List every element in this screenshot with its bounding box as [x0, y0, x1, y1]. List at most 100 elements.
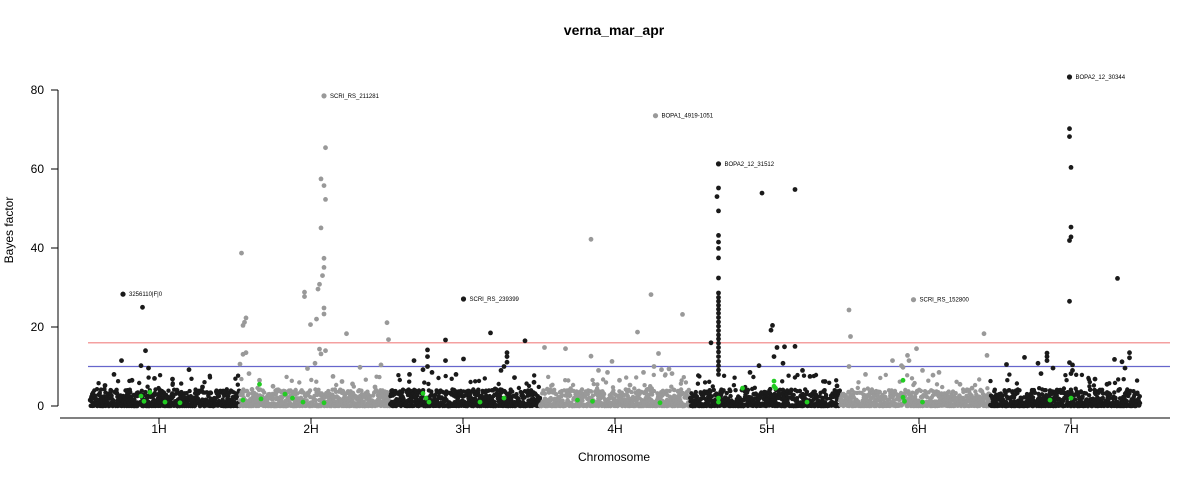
data-point	[270, 383, 276, 389]
background-point	[313, 398, 318, 403]
background-point	[827, 380, 832, 385]
data-point	[225, 393, 231, 399]
background-point	[1007, 372, 1012, 377]
annotation-label: SCRI_RS_239399	[470, 297, 520, 303]
x-tick-label: 7H	[1063, 422, 1078, 436]
background-point	[580, 398, 585, 403]
annotated-point	[1066, 74, 1073, 80]
data-point	[1070, 362, 1075, 368]
data-point	[237, 361, 243, 367]
annotations: 3256110|F|0SCRI_RS_211281SCRI_RS_239399B…	[120, 74, 1126, 304]
highlighted-point	[426, 399, 432, 405]
background-point	[681, 375, 686, 380]
data-point	[461, 356, 466, 362]
highlighted-point	[657, 400, 663, 406]
background-point	[532, 373, 537, 378]
data-point	[1067, 238, 1072, 243]
background-point	[1091, 383, 1097, 388]
data-point	[780, 360, 786, 366]
data-point	[1067, 134, 1072, 140]
data-point	[240, 351, 246, 357]
data-point	[1035, 360, 1041, 366]
background-point	[115, 379, 121, 384]
background-point	[422, 380, 427, 385]
background-point	[415, 393, 420, 398]
background-point	[1086, 393, 1092, 398]
background-point	[695, 381, 701, 386]
background-point	[1043, 388, 1048, 393]
data-point	[669, 371, 675, 376]
data-point	[969, 385, 975, 391]
annotated-point	[120, 291, 126, 297]
data-point	[747, 370, 753, 375]
data-point	[321, 265, 327, 270]
background-point	[98, 394, 103, 399]
background-point	[791, 392, 796, 398]
data-point	[501, 364, 507, 369]
background-point	[804, 389, 810, 394]
background-point	[510, 389, 515, 394]
background-point	[629, 389, 634, 395]
background-point	[443, 373, 448, 379]
background-point	[752, 385, 757, 390]
data-point	[1068, 371, 1074, 376]
background-point	[595, 382, 600, 387]
background-point	[751, 374, 756, 380]
highlighted-point	[282, 391, 288, 397]
background-point	[359, 388, 364, 393]
background-point	[918, 388, 924, 394]
data-point	[716, 328, 721, 333]
data-point	[323, 197, 328, 202]
data-point	[627, 382, 633, 388]
background-point	[1079, 372, 1085, 378]
data-point	[129, 377, 135, 383]
background-point	[985, 386, 990, 391]
y-tick-label: 20	[31, 320, 45, 334]
data-point	[981, 331, 987, 337]
background-point	[455, 396, 461, 401]
background-point	[559, 392, 565, 398]
background-point	[834, 378, 839, 383]
background-point	[476, 378, 482, 384]
data-point	[443, 358, 448, 363]
background-point	[472, 396, 478, 401]
data-point	[635, 329, 640, 335]
background-point	[837, 388, 842, 393]
data-point	[498, 368, 504, 373]
background-point	[546, 374, 551, 380]
data-point	[609, 359, 615, 364]
background-point	[642, 383, 647, 388]
data-point	[215, 391, 220, 396]
data-point	[596, 368, 601, 373]
background-point	[367, 395, 372, 400]
data-point	[846, 307, 852, 313]
highlighted-point	[902, 398, 907, 404]
data-point	[930, 372, 936, 378]
background-point	[667, 388, 672, 394]
background-point	[909, 376, 915, 381]
highlighted-point	[257, 381, 262, 387]
background-point	[588, 389, 594, 394]
background-point	[882, 390, 888, 395]
x-tick-label: 2H	[303, 422, 318, 436]
x-axis-label: Chromosome	[578, 450, 650, 464]
background-point	[590, 377, 595, 383]
data-point	[1004, 362, 1009, 367]
background-point	[98, 387, 104, 392]
data-point	[1067, 126, 1072, 132]
background-point	[409, 400, 414, 405]
data-point	[314, 316, 319, 322]
data-point	[716, 323, 721, 329]
background-point	[988, 378, 993, 384]
background-point	[745, 387, 751, 393]
data-point	[140, 304, 145, 310]
y-axis-label: Bayes factor	[2, 197, 16, 264]
background-point	[634, 375, 639, 380]
data-points	[102, 126, 1132, 399]
background-point	[316, 387, 321, 392]
highlighted-point	[575, 397, 580, 403]
data-point	[906, 358, 912, 363]
highlighted-point	[590, 398, 595, 404]
data-point	[318, 225, 324, 231]
